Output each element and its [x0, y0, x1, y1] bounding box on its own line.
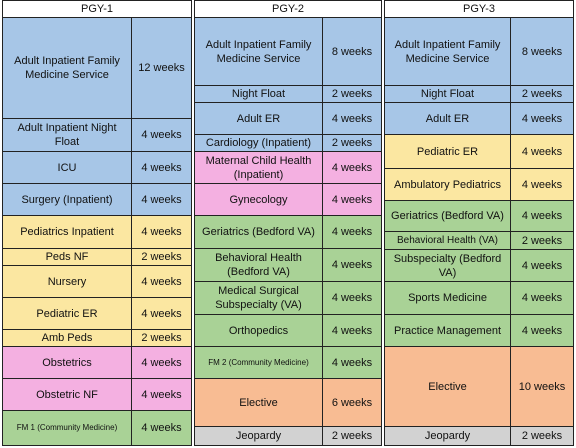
rotation-cell: FM 1 (Community Medicine) [3, 411, 132, 445]
rotation-cell: Adult Inpatient Night Float [3, 119, 132, 152]
duration-cell: 4 weeks [132, 266, 191, 298]
duration-cell: 2 weeks [323, 427, 381, 445]
duration-cell: 4 weeks [323, 282, 381, 315]
duration-cell: 4 weeks [511, 250, 573, 282]
duration-cell: 8 weeks [323, 18, 381, 86]
duration-cell: 4 weeks [132, 347, 191, 379]
rotation-cell: Night Float [385, 86, 511, 103]
rotation-cell: Ambulatory Pediatrics [385, 169, 511, 201]
rotation-cell: ICU [3, 152, 132, 184]
rotation-cell: Amb Peds [3, 330, 132, 347]
rotation-cell: Geriatrics (Bedford VA) [195, 216, 323, 249]
rotation-cell: Practice Management [385, 315, 511, 347]
rotation-cell: Jeopardy [385, 427, 511, 445]
rotation-cell: Behavioral Health (VA) [385, 232, 511, 250]
pgy2-header: PGY-2 [195, 1, 381, 18]
rotation-cell: Jeopardy [195, 427, 323, 445]
duration-cell: 4 weeks [323, 216, 381, 249]
duration-cell: 4 weeks [132, 379, 191, 411]
duration-cell: 2 weeks [323, 135, 381, 152]
duration-cell: 4 weeks [511, 282, 573, 315]
rotation-cell: Surgery (Inpatient) [3, 184, 132, 216]
duration-cell: 4 weeks [323, 103, 381, 135]
duration-cell: 8 weeks [511, 18, 573, 86]
rotation-cell: Peds NF [3, 249, 132, 266]
rotation-cell: Subspecialty (Bedford VA) [385, 250, 511, 282]
duration-cell: 4 weeks [511, 135, 573, 169]
duration-cell: 2 weeks [511, 86, 573, 103]
duration-cell: 2 weeks [132, 249, 191, 266]
pgy3-column: PGY-3 Adult Inpatient Family Medicine Se… [384, 0, 574, 446]
rotation-cell: Medical Surgical Subspecialty (VA) [195, 282, 323, 315]
rotation-cell: Obstetric NF [3, 379, 132, 411]
duration-cell: 12 weeks [132, 18, 191, 119]
rotation-cell: Pediatric ER [3, 298, 132, 330]
rotation-cell: Adult Inpatient Family Medicine Service [195, 18, 323, 86]
duration-cell: 4 weeks [511, 315, 573, 347]
rotation-cell: Sports Medicine [385, 282, 511, 315]
duration-cell: 4 weeks [511, 201, 573, 232]
duration-cell: 4 weeks [132, 298, 191, 330]
rotation-cell: Elective [195, 379, 323, 427]
duration-cell: 4 weeks [323, 315, 381, 347]
rotation-cell: Adult Inpatient Family Medicine Service [385, 18, 511, 86]
duration-cell: 4 weeks [511, 103, 573, 135]
rotation-cell: Cardiology (Inpatient) [195, 135, 323, 152]
rotation-cell: Orthopedics [195, 315, 323, 347]
rotation-cell: Adult Inpatient Family Medicine Service [3, 18, 132, 119]
pgy3-header: PGY-3 [385, 1, 573, 18]
rotation-cell: FM 2 (Community Medicine) [195, 347, 323, 379]
rotation-cell: Adult ER [195, 103, 323, 135]
rotation-cell: Pediatrics Inpatient [3, 216, 132, 249]
duration-cell: 2 weeks [132, 330, 191, 347]
pgy1-header: PGY-1 [3, 1, 191, 18]
duration-cell: 4 weeks [323, 347, 381, 379]
rotation-cell: Pediatric ER [385, 135, 511, 169]
duration-cell: 4 weeks [323, 249, 381, 282]
rotation-cell: Obstetrics [3, 347, 132, 379]
pgy2-column: PGY-2 Adult Inpatient Family Medicine Se… [194, 0, 382, 446]
duration-cell: 4 weeks [132, 152, 191, 184]
pgy1-column: PGY-1 Adult Inpatient Family Medicine Se… [2, 0, 192, 446]
rotation-cell: Behavioral Health (Bedford VA) [195, 249, 323, 282]
rotation-cell: Elective [385, 347, 511, 427]
rotation-cell: Geriatrics (Bedford VA) [385, 201, 511, 232]
rotation-cell: Maternal Child Health (Inpatient) [195, 152, 323, 184]
rotation-cell: Nursery [3, 266, 132, 298]
duration-cell: 4 weeks [132, 411, 191, 445]
rotation-cell: Gynecology [195, 184, 323, 216]
duration-cell: 4 weeks [511, 169, 573, 201]
rotation-cell: Night Float [195, 86, 323, 103]
duration-cell: 2 weeks [511, 232, 573, 250]
duration-cell: 2 weeks [323, 86, 381, 103]
duration-cell: 2 weeks [511, 427, 573, 445]
duration-cell: 4 weeks [323, 152, 381, 184]
duration-cell: 10 weeks [511, 347, 573, 427]
duration-cell: 4 weeks [132, 216, 191, 249]
duration-cell: 4 weeks [132, 184, 191, 216]
rotation-cell: Adult ER [385, 103, 511, 135]
duration-cell: 4 weeks [323, 184, 381, 216]
duration-cell: 6 weeks [323, 379, 381, 427]
duration-cell: 4 weeks [132, 119, 191, 152]
